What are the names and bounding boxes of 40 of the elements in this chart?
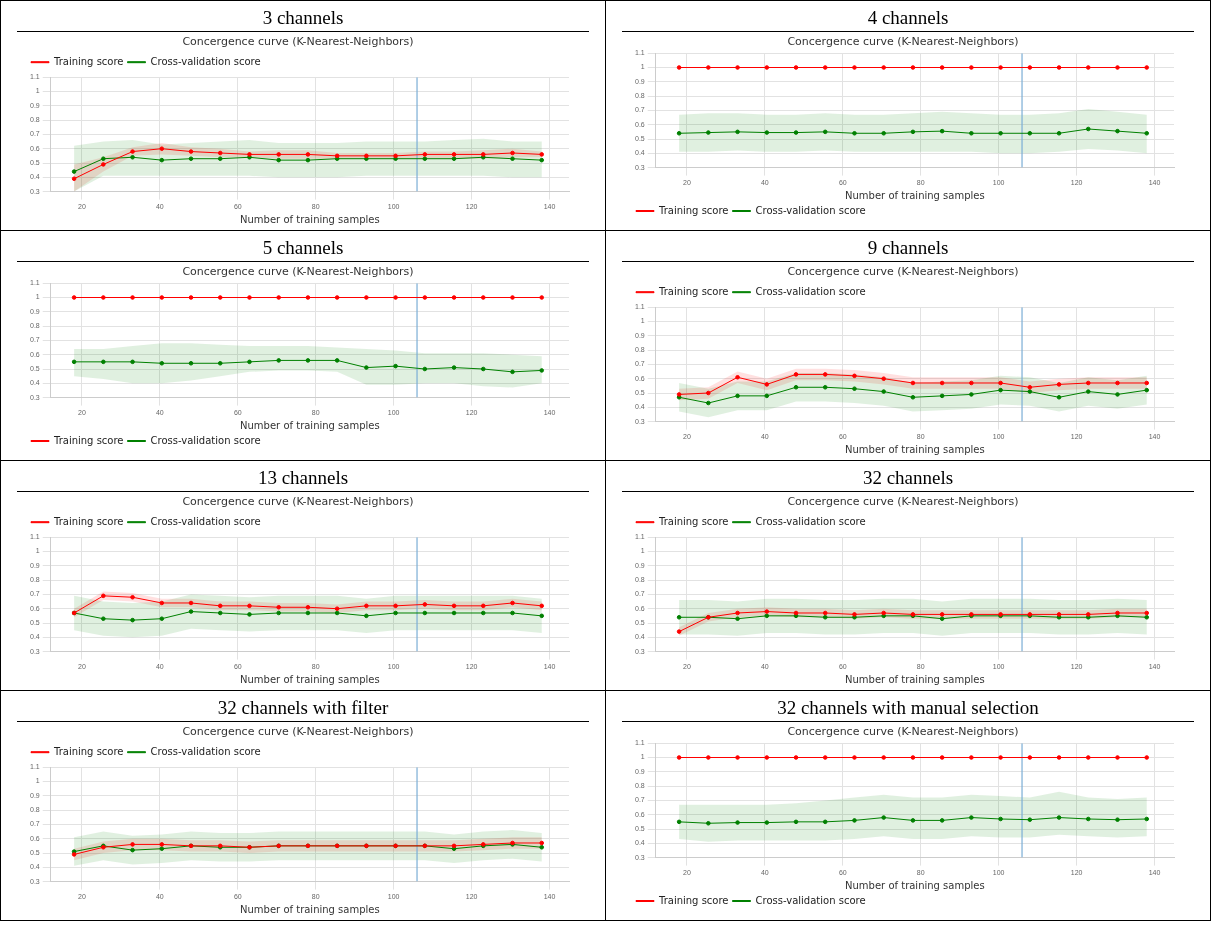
x-axis-title: Number of training samples <box>240 903 380 915</box>
legend-label: Training score <box>53 745 124 757</box>
chart-subtitle: Concergence curve (K-Nearest-Neighbors) <box>787 35 1019 49</box>
legend-label: Cross-validation score <box>755 204 866 216</box>
legend-label: Training score <box>658 515 729 527</box>
chart-title: 13 channels <box>17 467 589 492</box>
legend-label: Training score <box>658 894 729 906</box>
chart-title: 32 channels <box>622 467 1194 492</box>
chart-subtitle: Concergence curve (K-Nearest-Neighbors) <box>787 265 1019 279</box>
chart-title: 5 channels <box>17 237 589 262</box>
x-axis-title: Number of training samples <box>845 879 985 891</box>
chart-subtitle: Concergence curve (K-Nearest-Neighbors) <box>182 265 414 279</box>
x-axis-title: Number of training samples <box>240 673 380 685</box>
legend-label: Cross-validation score <box>150 745 261 757</box>
chart-subtitle: Concergence curve (K-Nearest-Neighbors) <box>182 725 414 739</box>
legend-label: Cross-validation score <box>150 434 261 446</box>
chart-subtitle: Concergence curve (K-Nearest-Neighbors) <box>787 725 1019 739</box>
legend-label: Cross-validation score <box>150 515 261 527</box>
legend-label: Cross-validation score <box>755 285 866 297</box>
legend-label: Cross-validation score <box>755 894 866 906</box>
x-axis-title: Number of training samples <box>845 443 985 455</box>
legend-label: Training score <box>658 204 729 216</box>
chart-title: 32 channels with filter <box>17 697 589 722</box>
chart-title: 32 channels with manual selection <box>622 697 1194 722</box>
legend-label: Cross-validation score <box>150 55 261 67</box>
legend-label: Training score <box>53 515 124 527</box>
legend-label: Training score <box>658 285 729 297</box>
chart-subtitle: Concergence curve (K-Nearest-Neighbors) <box>182 35 414 49</box>
x-axis-title: Number of training samples <box>845 673 985 685</box>
chart-subtitle: Concergence curve (K-Nearest-Neighbors) <box>182 495 414 509</box>
x-axis-title: Number of training samples <box>240 213 380 225</box>
chart-title: 3 channels <box>17 7 589 32</box>
legend-label: Cross-validation score <box>755 515 866 527</box>
x-axis-title: Number of training samples <box>240 419 380 431</box>
x-axis-title: Number of training samples <box>845 189 985 201</box>
chart-title: 4 channels <box>622 7 1194 32</box>
legend-label: Training score <box>53 55 124 67</box>
legend-label: Training score <box>53 434 124 446</box>
chart-subtitle: Concergence curve (K-Nearest-Neighbors) <box>787 495 1019 509</box>
chart-title: 9 channels <box>622 237 1194 262</box>
